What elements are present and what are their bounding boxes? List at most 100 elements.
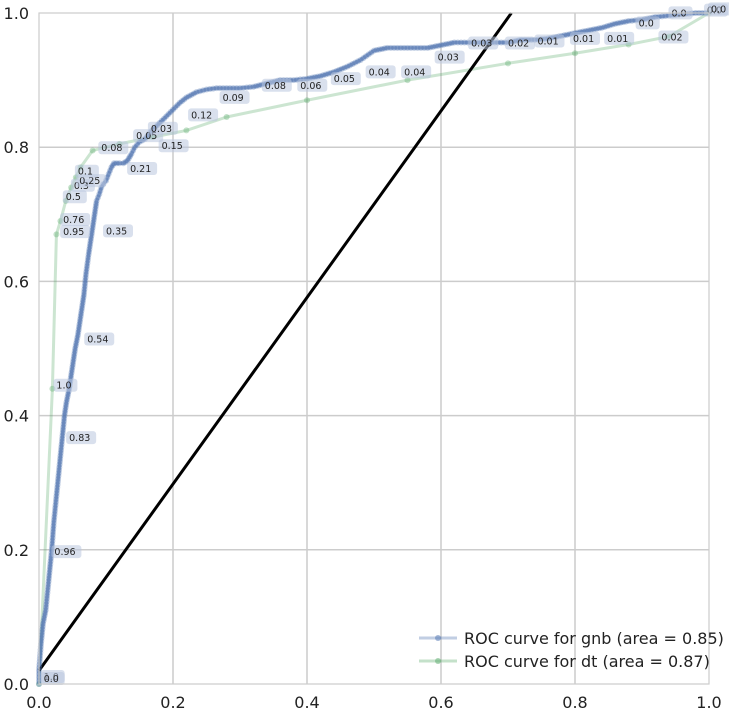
point-gnb	[446, 40, 453, 47]
point-gnb	[588, 26, 595, 33]
threshold-label: 0.0	[44, 674, 59, 685]
threshold-annotation: 0.03	[468, 36, 499, 50]
point-gnb	[79, 302, 86, 309]
point-gnb	[448, 40, 455, 47]
point-gnb	[94, 194, 101, 201]
point-gnb	[54, 478, 61, 485]
point-gnb	[185, 93, 192, 100]
point-gnb	[440, 41, 447, 48]
y-tick-label: 1.0	[4, 4, 29, 23]
threshold-label: 0.83	[69, 433, 90, 444]
threshold-annotation: 0.76	[60, 213, 91, 227]
point-gnb	[178, 98, 185, 105]
point-gnb	[128, 150, 135, 157]
point-gnb	[312, 74, 319, 81]
point-gnb	[44, 584, 51, 591]
point-gnb	[354, 58, 361, 65]
point-gnb	[87, 235, 94, 242]
point-gnb	[87, 240, 94, 247]
threshold-label-box	[62, 190, 87, 204]
point-gnb	[92, 205, 99, 212]
point-gnb	[322, 71, 329, 78]
point-gnb	[200, 87, 207, 94]
point-gnb	[57, 455, 64, 462]
x-tick-label: 0.0	[26, 693, 51, 712]
point-dt	[183, 127, 190, 134]
legend-marker-gnb	[435, 635, 441, 641]
y-tick-label: 0.6	[4, 272, 29, 291]
point-gnb	[51, 513, 58, 520]
point-gnb	[38, 637, 45, 644]
point-gnb	[80, 291, 87, 298]
point-gnb	[56, 464, 63, 471]
point-gnb	[92, 208, 99, 215]
point-gnb	[86, 243, 93, 250]
threshold-annotation: 0.03	[434, 50, 465, 64]
threshold-label: 0.08	[265, 81, 286, 92]
point-gnb	[39, 623, 46, 630]
point-gnb	[247, 84, 254, 91]
threshold-label-box	[74, 164, 99, 178]
y-tick-label: 0.2	[4, 541, 29, 560]
threshold-label-box	[66, 431, 97, 445]
point-gnb	[49, 534, 56, 541]
point-gnb	[365, 51, 372, 58]
point-gnb	[88, 230, 95, 237]
point-gnb	[70, 356, 77, 363]
point-gnb	[451, 39, 458, 46]
point-gnb	[56, 467, 63, 474]
point-gnb	[75, 329, 82, 336]
tick-labels: 0.0 0.2 0.4 0.6 0.8 1.0 0.0 0.2 0.4 0.6 0.8 1.0	[4, 4, 722, 712]
threshold-label-box	[708, 2, 729, 16]
threshold-annotation: 0.09	[219, 90, 250, 104]
point-gnb	[174, 102, 181, 109]
point-gnb	[596, 25, 603, 32]
point-gnb	[443, 41, 450, 48]
point-gnb	[87, 238, 94, 245]
point-gnb	[427, 44, 434, 51]
point-gnb	[163, 113, 170, 120]
threshold-label: 0.03	[151, 124, 172, 135]
point-gnb	[84, 257, 91, 264]
point-gnb	[82, 277, 89, 284]
threshold-label-box	[635, 16, 660, 30]
threshold-annotation: 0.96	[51, 545, 82, 559]
point-gnb	[65, 391, 72, 398]
point-gnb	[59, 435, 66, 442]
point-gnb	[73, 340, 80, 347]
threshold-annotation: 0.1	[74, 164, 99, 178]
point-gnb	[59, 432, 66, 439]
threshold-annotation: 0.0	[635, 16, 660, 30]
point-gnb	[373, 47, 380, 54]
point-gnb	[344, 63, 351, 70]
threshold-annotation: 0.0	[708, 2, 729, 15]
threshold-label-box	[569, 31, 600, 45]
point-gnb	[593, 25, 600, 32]
threshold-label-box	[60, 225, 91, 239]
legend-entry-gnb: ROC curve for gnb (area = 0.85)	[419, 629, 724, 648]
point-gnb	[243, 84, 250, 91]
point-gnb	[82, 274, 89, 281]
point-gnb	[391, 44, 398, 51]
point-gnb	[39, 626, 46, 633]
point-gnb	[563, 31, 570, 38]
point-gnb	[368, 49, 375, 56]
point-gnb	[237, 85, 243, 92]
point-gnb	[71, 348, 78, 355]
threshold-label-box	[147, 121, 178, 135]
point-gnb	[107, 167, 114, 174]
threshold-label: 0.02	[661, 32, 682, 43]
point-gnb	[89, 227, 96, 234]
y-tick-label: 0.0	[4, 675, 29, 694]
point-gnb	[78, 307, 85, 314]
point-gnb	[91, 211, 98, 218]
legend-label-gnb: ROC curve for gnb (area = 0.85)	[464, 629, 724, 648]
threshold-label: 0.05	[136, 131, 157, 142]
point-gnb	[78, 310, 85, 317]
point-gnb	[51, 508, 58, 515]
point-gnb	[360, 55, 367, 62]
point-gnb	[50, 519, 57, 526]
point-gnb	[172, 104, 179, 111]
point-gnb	[62, 407, 69, 414]
point-gnb	[176, 99, 183, 106]
